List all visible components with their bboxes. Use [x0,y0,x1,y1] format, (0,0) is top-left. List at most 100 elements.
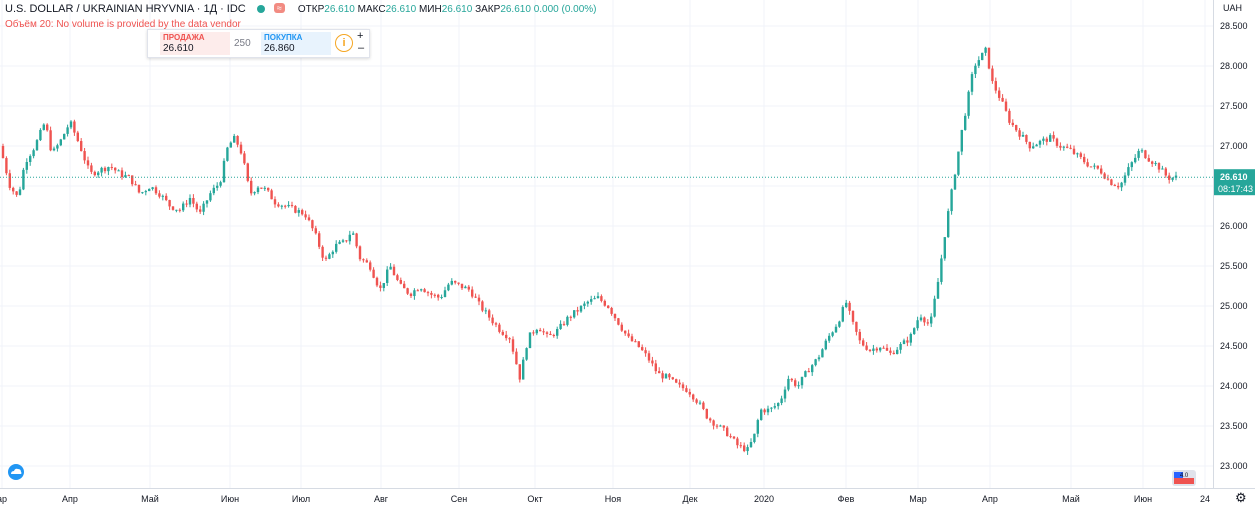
flag-icon[interactable]: 4.0 [1172,470,1196,486]
candle-body [141,192,144,194]
candle-body [212,187,215,194]
candle-body [515,351,518,365]
candle-body [447,284,450,291]
candle-body [457,282,460,284]
candle-body [705,408,708,419]
candle-body [688,391,691,395]
candle-body [698,402,702,404]
price-axis: 28.50028.00027.50027.00026.50026.00025.5… [1214,3,1255,471]
candle-body [52,148,56,151]
candle-body [158,193,161,197]
candle-body [926,322,929,324]
sell-price: 26.610 [163,43,194,54]
candle-body [277,204,280,207]
candle-body [1161,168,1164,170]
candle-body [165,195,168,201]
candle-body [182,203,185,211]
candle-body [178,209,181,211]
candle-body [678,382,681,385]
candle-body [573,310,576,318]
quantity-decrease-button[interactable]: – [358,42,365,54]
candle-body [29,156,32,162]
candle-body [403,283,406,289]
candle-body [345,240,348,242]
time-tick-label: Май [1062,494,1080,504]
candle-body [729,436,732,438]
candle-body [185,203,188,205]
sell-button[interactable]: ПРОДАЖА 26.610 [160,32,230,55]
time-scale[interactable]: ар Апр Май Июн Июл Авг Сен Окт Ноя Дек 2020 Фев Мар А… [0,488,1255,508]
candle-body [107,167,110,172]
buy-button[interactable]: ПОКУПКА 26.860 [261,32,331,55]
candle-body [1066,146,1069,148]
high-value: 26.610 [385,4,417,15]
candle-body [722,425,725,428]
candle-body [484,310,487,312]
candle-body [1028,141,1031,149]
candle-body [916,320,919,329]
candle-body [545,332,549,334]
quantity-value[interactable]: 250 [234,38,251,49]
gear-icon[interactable]: ⚙ [1235,490,1247,505]
time-tick-label: ар [0,494,7,504]
price-chart[interactable] [0,0,1213,488]
time-tick-label: Июн [221,494,239,504]
candle-body [314,228,317,234]
candle-body [450,280,453,285]
candle-body [1096,165,1099,169]
candle-body [267,187,270,191]
candle-body [386,269,389,284]
candle-body [777,403,780,407]
market-status-icon [256,5,265,13]
price-scale[interactable]: 28.50028.00027.50027.00026.50026.00025.5… [1213,0,1255,488]
buy-price: 26.860 [264,43,295,54]
candle-body [246,163,249,181]
candle-body [855,321,858,332]
price-tick-label: 23.500 [1220,421,1248,431]
candle-body [967,91,970,116]
info-icon[interactable]: i [335,34,353,52]
candle-body [18,189,22,195]
price-tick-label: 27.500 [1220,101,1248,111]
candle-body [131,175,134,185]
change-value: 0.000 (0.00%) [533,4,597,15]
candle-body [375,277,379,286]
cloud-icon[interactable] [6,464,26,480]
candle-body [1106,178,1110,180]
candle-body [739,445,742,447]
candle-body [328,254,331,259]
data-delay-badge[interactable]: ≈ [273,3,285,13]
candle-body [1045,138,1048,142]
candle-body [508,338,511,340]
candle-body [783,389,787,399]
candle-body [800,376,804,386]
candle-body [1113,185,1116,187]
candle-body [562,323,566,325]
candle-body [984,47,987,53]
candle-body [518,364,521,380]
candle-body [409,293,413,297]
candle-body [539,329,542,332]
candle-body [661,373,664,379]
candle-body [522,359,525,380]
candle-body [80,141,83,152]
candle-body [175,209,178,211]
candle-body [358,246,362,260]
candle-body [658,371,661,374]
candle-body [1035,144,1038,147]
candle-body [471,289,474,297]
symbol-title[interactable]: U.S. DOLLAR / UKRAINIAN HRYVNIA · 1Д · I… [5,3,246,15]
candle-body [430,292,433,295]
candle-body [1151,161,1154,164]
candle-body [338,241,341,244]
chart-area[interactable] [0,0,1213,488]
quantity-increase-button[interactable]: + [357,30,364,42]
candle-body [610,307,613,314]
candle-body [1140,150,1144,152]
candle-body [681,384,685,389]
candle-body [756,420,759,434]
candle-body [692,394,695,400]
buy-label: ПОКУПКА [264,33,303,42]
candle-body [991,68,994,82]
candle-body [770,407,773,409]
